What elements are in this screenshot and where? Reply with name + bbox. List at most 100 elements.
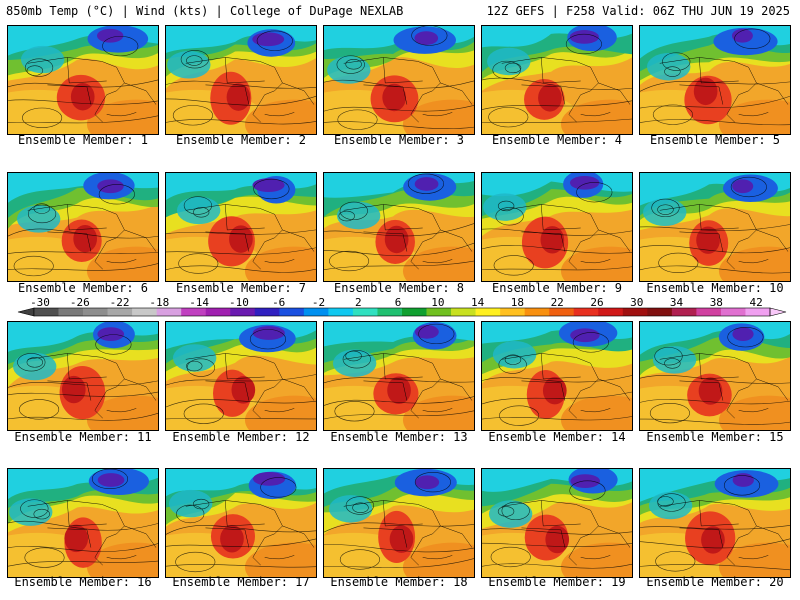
ensemble-member-label: Ensemble Member: 16 [14, 575, 152, 589]
colorbar-tick-label: -18 [149, 298, 169, 309]
colorbar-segment [549, 308, 575, 316]
ensemble-map-6 [7, 172, 159, 282]
map-field [166, 26, 316, 134]
ensemble-map-4 [481, 25, 633, 135]
ensemble-member-label: Ensemble Member: 19 [488, 575, 626, 589]
ensemble-member-label: Ensemble Member: 6 [17, 281, 149, 295]
colorbar-segment [107, 308, 133, 316]
colorbar-tick-label: 42 [749, 298, 762, 309]
colorbar-tick-label: 14 [471, 298, 485, 309]
colorbar-segment [426, 308, 452, 316]
ensemble-map-7 [165, 172, 317, 282]
ensemble-map-19 [481, 468, 633, 578]
map-field [640, 26, 790, 134]
ensemble-map-17 [165, 468, 317, 578]
ensemble-map-13 [323, 321, 475, 431]
map-field [482, 26, 632, 134]
colorbar-tick-label: 6 [395, 298, 402, 309]
ensemble-map-2 [165, 25, 317, 135]
map-field [8, 322, 158, 430]
ensemble-map-3 [323, 25, 475, 135]
colorbar-tick-label: 10 [431, 298, 444, 309]
map-field [324, 322, 474, 430]
colorbar-svg: -30 -26 -22 -18 -14 -10 -6 -2 2 6 10 14 18 22 26 30 34 38… [17, 298, 787, 317]
map-field [640, 173, 790, 281]
ensemble-member-label: Ensemble Member: 11 [14, 430, 152, 444]
colorbar-tick-label: -14 [189, 298, 209, 309]
header: 850mb Temp (°C) | Wind (kts) | College o… [0, 0, 800, 22]
colorbar-segment [671, 308, 697, 316]
colorbar-tick-label: -22 [110, 298, 130, 309]
colorbar-segment [573, 308, 599, 316]
colorbar-segment [328, 308, 354, 316]
map-field [324, 469, 474, 577]
map-field [8, 26, 158, 134]
map-field [8, 173, 158, 281]
map-field [166, 469, 316, 577]
map-field [8, 469, 158, 577]
ensemble-map-15 [639, 321, 791, 431]
ensemble-map-16 [7, 468, 159, 578]
ensemble-map-11 [7, 321, 159, 431]
colorbar-segment [377, 308, 403, 316]
map-field [482, 173, 632, 281]
ensemble-map-18 [323, 468, 475, 578]
ensemble-member-label: Ensemble Member: 2 [175, 133, 307, 147]
map-field [482, 469, 632, 577]
map-field [640, 322, 790, 430]
colorbar-segment [696, 308, 722, 316]
colorbar-segment [303, 308, 329, 316]
colorbar-tick-label: 38 [710, 298, 723, 309]
colorbar-segment [230, 308, 256, 316]
colorbar-segment [156, 308, 182, 316]
colorbar-tick-label: -6 [272, 298, 285, 309]
ensemble-map-5 [639, 25, 791, 135]
ensemble-map-9 [481, 172, 633, 282]
colorbar-max-arrow [769, 307, 787, 317]
ensemble-member-label: Ensemble Member: 14 [488, 430, 626, 444]
colorbar-segment [352, 308, 378, 316]
colorbar-tick-label: 22 [551, 298, 564, 309]
ensemble-member-label: Ensemble Member: 13 [330, 430, 468, 444]
ensemble-map-20 [639, 468, 791, 578]
colorbar-segment [34, 308, 59, 316]
colorbar-segment [205, 308, 231, 316]
map-field [166, 173, 316, 281]
ensemble-map-1 [7, 25, 159, 135]
ensemble-map-12 [165, 321, 317, 431]
colorbar-segment [279, 308, 305, 316]
colorbar-segment [58, 308, 84, 316]
colorbar-tick-label: 30 [630, 298, 643, 309]
ensemble-member-label: Ensemble Member: 7 [175, 281, 307, 295]
ensemble-member-label: Ensemble Member: 4 [491, 133, 623, 147]
colorbar-outline [33, 307, 771, 317]
colorbar-segment [475, 308, 501, 316]
colorbar-tick-label: -2 [312, 298, 325, 309]
colorbar-segment [83, 308, 108, 316]
colorbar-segment [647, 308, 673, 316]
ensemble-member-label: Ensemble Member: 20 [646, 575, 784, 589]
ensemble-member-label: Ensemble Member: 9 [491, 281, 623, 295]
ensemble-member-label: Ensemble Member: 17 [172, 575, 310, 589]
map-field [640, 469, 790, 577]
colorbar-segment [181, 308, 207, 316]
ensemble-member-label: Ensemble Member: 10 [646, 281, 784, 295]
ensemble-map-8 [323, 172, 475, 282]
map-field [324, 26, 474, 134]
colorbar-segment [745, 308, 771, 316]
colorbar-tick-label: -30 [30, 298, 50, 309]
colorbar-segment [720, 308, 746, 316]
ensemble-member-label: Ensemble Member: 18 [330, 575, 468, 589]
ensemble-member-label: Ensemble Member: 15 [646, 430, 784, 444]
colorbar-tick-label: -26 [70, 298, 90, 309]
colorbar-tick-label: 26 [590, 298, 603, 309]
colorbar-tick-label: 34 [670, 298, 684, 309]
colorbar-segment [451, 308, 476, 316]
colorbar-tick-label: 18 [511, 298, 524, 309]
colorbar-tick-label: -10 [229, 298, 249, 309]
colorbar-min-arrow [17, 307, 35, 317]
colorbar-segment [598, 308, 624, 316]
colorbar-segment [500, 308, 525, 316]
colorbar-segment [622, 308, 648, 316]
colorbar-segment [254, 308, 280, 316]
